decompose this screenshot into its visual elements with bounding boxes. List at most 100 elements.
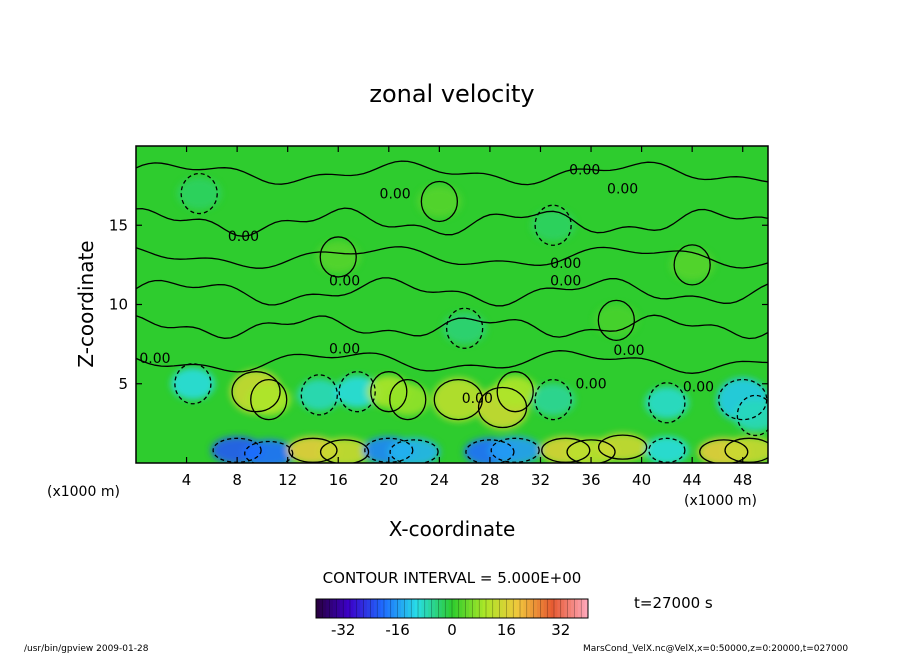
x-tick-label: 20 bbox=[379, 471, 398, 489]
contour-label: 0.00 bbox=[550, 273, 581, 289]
colorbar-cell bbox=[462, 599, 466, 618]
heatmap-cell bbox=[388, 437, 441, 463]
colorbar-cell bbox=[455, 599, 460, 618]
colorbar-cell bbox=[435, 599, 439, 618]
colorbar-cell bbox=[537, 599, 541, 618]
feature-contour bbox=[244, 440, 294, 463]
colorbar-cell bbox=[329, 599, 334, 618]
colorbar-cell bbox=[404, 599, 409, 618]
contour-interval: CONTOUR INTERVAL = 5.000E+00 bbox=[323, 569, 582, 587]
colorbar-cell bbox=[339, 599, 344, 618]
colorbar-cell bbox=[401, 599, 405, 618]
feature-contour bbox=[736, 394, 768, 437]
feature-contour bbox=[597, 434, 648, 460]
colorbar-cell bbox=[560, 599, 565, 618]
heatmap-cell bbox=[316, 240, 361, 273]
contour-labels: 0.000.000.000.000.000.000.000.000.00 0.00… bbox=[139, 163, 714, 407]
colorbar-cell bbox=[533, 599, 538, 618]
heatmap-cell bbox=[644, 386, 689, 419]
colorbar-cell bbox=[458, 599, 463, 618]
x-unit-right: (x1000 m) bbox=[684, 493, 757, 509]
colorbar-cell bbox=[469, 599, 473, 618]
feature-contour bbox=[699, 439, 749, 463]
colorbar-cell bbox=[520, 599, 524, 618]
colorbar-frame bbox=[315, 598, 589, 619]
heatmap-cell bbox=[594, 304, 639, 337]
feature-contour bbox=[250, 378, 288, 421]
contour-label: 0.00 bbox=[329, 273, 360, 289]
colorbar-cell bbox=[554, 599, 558, 618]
colorbar-cell bbox=[377, 599, 381, 618]
contour-lines bbox=[136, 160, 768, 463]
colorbar-tick-label: -16 bbox=[385, 621, 410, 639]
footer-right: MarsCond_VelX.nc@VelX,x=0:50000,z=0:2000… bbox=[583, 644, 848, 654]
colorbar-tick-label: 0 bbox=[447, 621, 457, 639]
feature-contour bbox=[389, 378, 427, 421]
colorbar-cell bbox=[557, 599, 562, 618]
colorbar-cell bbox=[316, 599, 320, 618]
feature-contour bbox=[496, 371, 534, 413]
colorbar-cell bbox=[452, 599, 456, 618]
colorbar-cell bbox=[526, 599, 531, 618]
colorbar-cell bbox=[564, 599, 568, 618]
colorbar-cell bbox=[397, 599, 402, 618]
footer-left: /usr/bin/gpview 2009-01-28 bbox=[24, 644, 149, 654]
x-tick-label: 16 bbox=[329, 471, 348, 489]
colorbar-cell bbox=[492, 599, 497, 618]
feature-contour bbox=[673, 244, 711, 286]
colorbar-cell bbox=[384, 599, 388, 618]
contour-label: 0.00 bbox=[462, 391, 493, 407]
colorbar-cell bbox=[550, 599, 555, 618]
x-tick-label: 28 bbox=[480, 471, 499, 489]
colorbar-tick-label: -32 bbox=[331, 621, 356, 639]
colorbar-cell bbox=[577, 599, 582, 618]
feature-contour bbox=[300, 374, 338, 416]
x-tick-label: 24 bbox=[430, 471, 449, 489]
contour-label: 0.00 bbox=[380, 186, 411, 202]
colorbar-cell bbox=[509, 599, 514, 618]
feature-contour bbox=[420, 180, 459, 223]
colorbar-cell bbox=[322, 599, 327, 618]
colorbar-cell bbox=[547, 599, 551, 618]
x-tick-label: 48 bbox=[733, 471, 752, 489]
colorbar-cell bbox=[472, 599, 477, 618]
colorbar-cell bbox=[360, 599, 364, 618]
y-axis: 5 10 15 bbox=[109, 216, 768, 393]
colorbar-cell bbox=[441, 599, 446, 618]
colorbar-cell bbox=[530, 599, 534, 618]
colorbar-cell bbox=[516, 599, 521, 618]
x-tick-label: 44 bbox=[683, 471, 702, 489]
colorbar-cell bbox=[506, 599, 511, 618]
contour-label: 0.00 bbox=[613, 343, 644, 359]
colorbar-cell bbox=[356, 599, 361, 618]
colorbar-cell bbox=[353, 599, 358, 618]
time-label: t=27000 s bbox=[634, 594, 713, 612]
colorbar-cell bbox=[418, 599, 422, 618]
colorbar-cell bbox=[445, 599, 449, 618]
feature-contour bbox=[174, 363, 212, 405]
zero-contour bbox=[136, 207, 768, 237]
colorbar-cell bbox=[496, 599, 500, 618]
chart-title: zonal velocity bbox=[369, 80, 534, 108]
heatmap-cell bbox=[417, 185, 462, 218]
colorbar-cell bbox=[333, 599, 337, 618]
colorbar-cell bbox=[394, 599, 398, 618]
heatmap-cell bbox=[670, 248, 715, 281]
colorbar-cell bbox=[523, 599, 528, 618]
x-tick-label: 40 bbox=[632, 471, 651, 489]
feature-contour bbox=[534, 378, 572, 421]
contour-label: 0.00 bbox=[228, 229, 259, 245]
contour-label: 0.00 bbox=[607, 182, 638, 198]
feature-contour bbox=[597, 299, 635, 342]
y-tick-label: 5 bbox=[118, 375, 128, 393]
colorbar-cell bbox=[465, 599, 470, 618]
colorbar-cell bbox=[567, 599, 572, 618]
colorbar-cell bbox=[373, 599, 378, 618]
contour-label: 0.00 bbox=[139, 351, 170, 367]
colorbar-cell bbox=[543, 599, 548, 618]
plot-area: 0.000.000.000.000.000.000.000.000.00 0.00… bbox=[135, 145, 769, 464]
colorbar-cell bbox=[363, 599, 368, 618]
feature-contour bbox=[319, 236, 357, 278]
colorbar-cell bbox=[503, 599, 507, 618]
y-tick-label: 15 bbox=[109, 216, 128, 234]
